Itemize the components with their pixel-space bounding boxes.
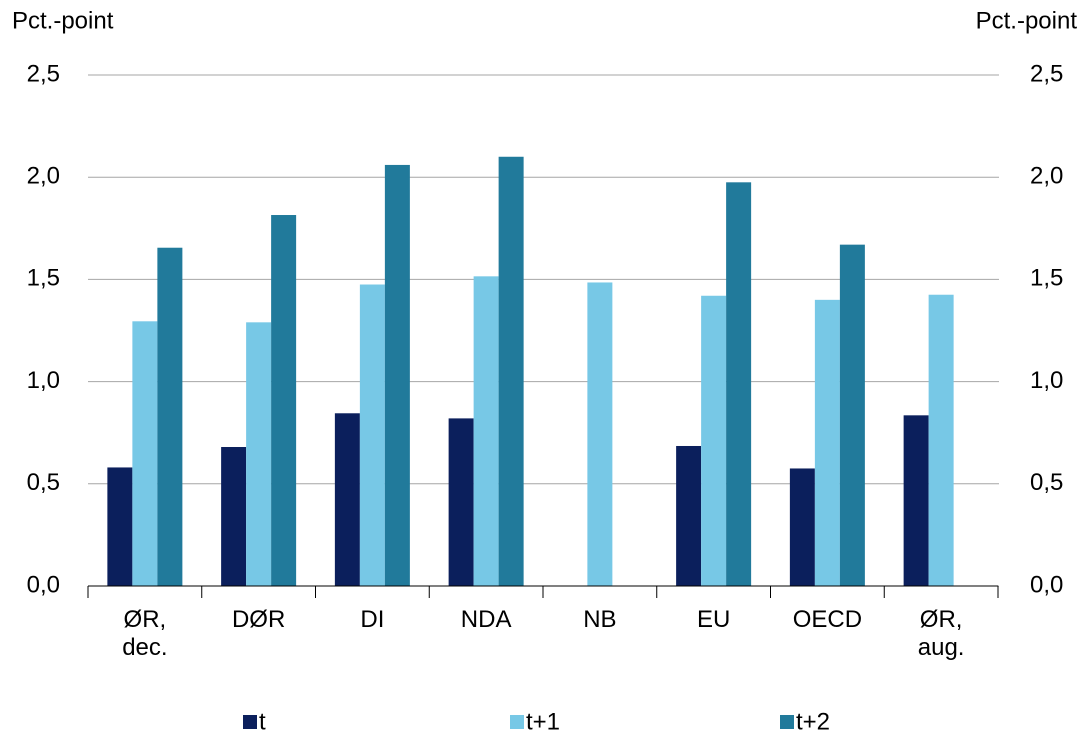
x-tick-label: OECD bbox=[792, 606, 863, 633]
y2-tick-label: 1,5 bbox=[1030, 265, 1063, 292]
bar bbox=[498, 156, 524, 586]
bar bbox=[384, 164, 410, 586]
bar bbox=[587, 282, 613, 586]
x-tick-label: DØR bbox=[231, 606, 286, 633]
bar bbox=[726, 182, 752, 586]
legend-swatch bbox=[780, 715, 794, 729]
y2-tick-label: 2,5 bbox=[1030, 60, 1063, 87]
bar bbox=[701, 295, 727, 586]
y-tick-label: 2,0 bbox=[27, 163, 60, 190]
bar bbox=[246, 322, 272, 586]
x-tick-label: NB bbox=[583, 606, 617, 633]
y-tick-label: 1,0 bbox=[27, 367, 60, 394]
bar bbox=[359, 284, 385, 586]
bar bbox=[903, 415, 929, 586]
x-tick-label: ØR, aug. bbox=[917, 606, 965, 661]
legend-swatch bbox=[243, 715, 257, 729]
y-tick-label: 2,5 bbox=[27, 60, 60, 87]
bar bbox=[334, 413, 360, 586]
bar bbox=[473, 276, 499, 586]
bar bbox=[157, 247, 183, 586]
bar bbox=[789, 468, 815, 586]
bar bbox=[221, 447, 247, 586]
bar bbox=[676, 445, 702, 586]
y2-tick-label: 0,0 bbox=[1030, 571, 1063, 598]
x-tick-label: DI bbox=[360, 606, 385, 633]
bar bbox=[107, 467, 133, 586]
x-tick-label: ØR, dec. bbox=[122, 606, 168, 661]
x-tick-label: EU bbox=[696, 606, 731, 633]
bar bbox=[271, 215, 297, 586]
y-axis-label: Pct.-point bbox=[12, 7, 114, 34]
x-tick-label: NDA bbox=[460, 606, 512, 633]
y-tick-label: 0,0 bbox=[27, 571, 60, 598]
y2-axis-label: Pct.-point bbox=[976, 7, 1078, 34]
legend-label: t+1 bbox=[526, 708, 560, 735]
bar bbox=[814, 299, 840, 586]
y2-tick-label: 1,0 bbox=[1030, 367, 1063, 394]
y2-tick-label: 0,5 bbox=[1030, 469, 1063, 496]
bar bbox=[839, 244, 865, 587]
bar bbox=[132, 321, 158, 586]
bar bbox=[448, 418, 474, 586]
legend-label: t bbox=[259, 708, 266, 735]
y2-tick-label: 2,0 bbox=[1030, 163, 1063, 190]
bar bbox=[928, 294, 954, 586]
y-tick-label: 1,5 bbox=[27, 265, 60, 292]
legend-swatch bbox=[510, 715, 524, 729]
y-tick-label: 0,5 bbox=[27, 469, 60, 496]
legend-label: t+2 bbox=[796, 708, 830, 735]
